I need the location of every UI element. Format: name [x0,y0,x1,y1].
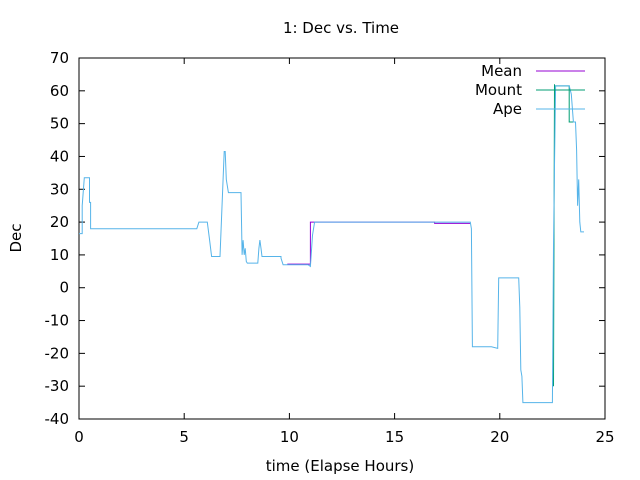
y-tick-label: 60 [50,82,69,100]
y-axis-label: Dec [7,223,25,252]
series-line-ape [79,85,584,404]
y-tick-label: 0 [59,279,69,297]
legend-label-mount: Mount [475,81,522,99]
y-tick-label: -10 [45,312,70,330]
chart-title: 1: Dec vs. Time [283,19,399,37]
y-tick-label: 30 [50,180,69,198]
legend-label-ape: Ape [493,100,522,118]
plot-frame [78,57,606,420]
series-layer [79,84,584,404]
y-tick-label: -20 [45,344,70,362]
y-tick-label: 10 [50,246,69,264]
x-axis: 0 5 10 15 20 25 [74,58,615,446]
y-axis: -40 -30 -20 -10 0 10 20 30 40 50 60 70 [45,49,605,428]
x-tick-label: 15 [385,428,404,446]
y-tick-label: 50 [50,115,69,133]
y-tick-label: -30 [45,377,70,395]
x-tick-label: 5 [179,428,189,446]
x-tick-label: 20 [490,428,509,446]
x-tick-label: 0 [74,428,84,446]
x-tick-label: 25 [595,428,614,446]
y-tick-label: 20 [50,213,69,231]
y-tick-label: 40 [50,147,69,165]
series-line-mount [553,84,576,387]
y-tick-label: -40 [45,410,70,428]
series-line-mean [287,221,471,265]
legend-label-mean: Mean [481,62,522,80]
x-axis-label: time (Elapse Hours) [266,457,414,475]
x-tick-label: 10 [280,428,299,446]
y-tick-label: 70 [50,49,69,67]
